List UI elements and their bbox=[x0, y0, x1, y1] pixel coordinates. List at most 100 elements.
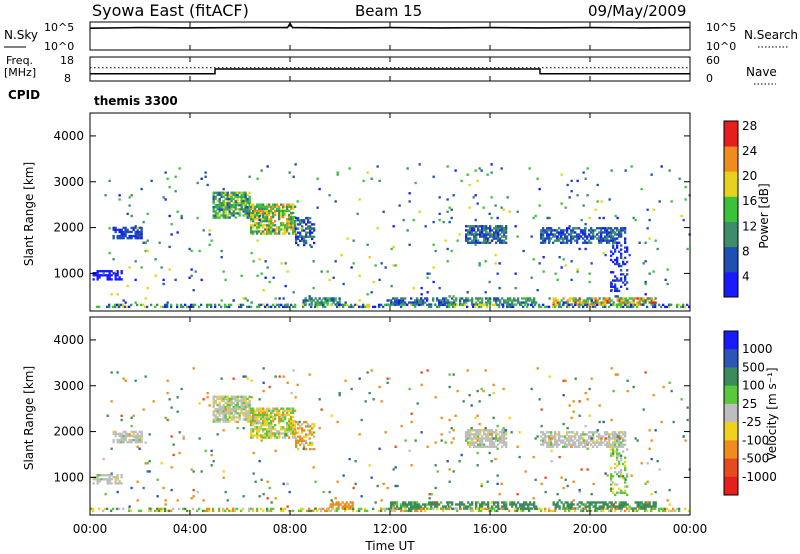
data-cell bbox=[252, 509, 255, 513]
data-cell bbox=[288, 407, 291, 410]
data-cell bbox=[309, 229, 312, 232]
data-cell bbox=[624, 262, 627, 266]
data-cell bbox=[234, 420, 237, 423]
data-cell bbox=[614, 462, 617, 466]
data-cell bbox=[608, 509, 611, 513]
data-cell bbox=[666, 268, 669, 271]
data-cell bbox=[304, 303, 307, 307]
data-cell bbox=[436, 299, 439, 302]
data-cell bbox=[612, 441, 615, 444]
data-cell bbox=[487, 299, 490, 302]
data-cell bbox=[303, 235, 306, 238]
data-cell bbox=[618, 475, 621, 478]
data-cell bbox=[156, 507, 159, 511]
data-cell bbox=[299, 425, 302, 428]
data-cell bbox=[592, 435, 595, 438]
data-cell bbox=[484, 427, 487, 430]
data-cell bbox=[608, 239, 611, 242]
data-cell bbox=[164, 303, 167, 307]
data-cell bbox=[290, 218, 293, 221]
data-cell bbox=[232, 193, 235, 197]
data-cell bbox=[258, 460, 261, 463]
data-cell bbox=[146, 249, 149, 253]
data-cell bbox=[471, 503, 474, 506]
data-cell bbox=[96, 480, 99, 483]
data-cell bbox=[264, 409, 267, 412]
data-cell bbox=[624, 256, 627, 260]
data-cell bbox=[136, 303, 139, 307]
data-cell bbox=[475, 301, 478, 304]
data-cell bbox=[578, 439, 581, 442]
data-cell bbox=[252, 213, 255, 217]
power-colorbar-tick: 8 bbox=[742, 245, 750, 259]
data-cell bbox=[490, 507, 493, 511]
data-cell bbox=[118, 441, 121, 444]
data-cell bbox=[644, 501, 647, 504]
data-cell bbox=[483, 229, 486, 232]
data-cell bbox=[446, 210, 449, 213]
data-cell bbox=[96, 274, 99, 277]
data-cell bbox=[586, 297, 589, 300]
data-cell bbox=[475, 431, 478, 434]
data-cell bbox=[270, 207, 273, 210]
data-cell bbox=[644, 505, 647, 508]
data-cell bbox=[570, 179, 573, 183]
data-cell bbox=[556, 301, 559, 304]
colorbar-segment bbox=[724, 422, 738, 441]
data-cell bbox=[496, 482, 499, 486]
data-cell bbox=[630, 474, 633, 477]
data-cell bbox=[456, 303, 459, 307]
data-cell bbox=[566, 501, 569, 504]
data-cell bbox=[498, 262, 501, 265]
data-cell bbox=[558, 455, 561, 459]
data-cell bbox=[484, 369, 487, 372]
data-cell bbox=[652, 301, 655, 304]
data-cell bbox=[297, 223, 300, 226]
data-cell bbox=[548, 443, 551, 446]
data-cell bbox=[414, 501, 417, 504]
data-cell bbox=[342, 282, 345, 286]
data-cell bbox=[646, 305, 649, 309]
data-cell bbox=[284, 228, 287, 231]
data-cell bbox=[497, 437, 500, 440]
data-cell bbox=[469, 441, 472, 444]
data-cell bbox=[684, 305, 687, 309]
data-cell bbox=[622, 260, 625, 264]
data-cell bbox=[466, 305, 469, 309]
data-cell bbox=[521, 505, 524, 508]
data-cell bbox=[618, 487, 621, 490]
data-cell bbox=[612, 475, 615, 478]
data-cell bbox=[294, 230, 297, 233]
data-cell bbox=[212, 206, 215, 209]
data-cell bbox=[416, 501, 419, 504]
data-cell bbox=[624, 237, 627, 240]
data-cell bbox=[620, 501, 623, 504]
data-cell bbox=[489, 439, 492, 442]
data-cell bbox=[130, 486, 133, 490]
data-cell bbox=[110, 274, 113, 277]
data-cell bbox=[469, 433, 472, 436]
data-cell bbox=[636, 305, 639, 309]
data-cell bbox=[222, 195, 225, 199]
data-cell bbox=[562, 439, 565, 442]
data-cell bbox=[532, 216, 535, 220]
data-cell bbox=[282, 205, 285, 208]
data-cell bbox=[252, 424, 255, 427]
data-cell bbox=[258, 230, 261, 233]
data-cell bbox=[482, 303, 485, 307]
data-cell bbox=[560, 305, 563, 309]
data-cell bbox=[491, 437, 494, 440]
data-cell bbox=[418, 299, 421, 302]
data-cell bbox=[494, 253, 497, 257]
data-cell bbox=[140, 434, 143, 438]
data-cell bbox=[230, 193, 233, 197]
data-cell bbox=[270, 220, 273, 223]
data-cell bbox=[590, 301, 593, 304]
range-tick-label: 1000 bbox=[53, 470, 84, 484]
data-cell bbox=[307, 221, 310, 224]
data-cell bbox=[292, 175, 295, 178]
data-cell bbox=[180, 214, 183, 218]
nave-tick-bottom: 0 bbox=[706, 72, 713, 85]
data-cell bbox=[256, 509, 259, 513]
data-cell bbox=[420, 431, 423, 434]
